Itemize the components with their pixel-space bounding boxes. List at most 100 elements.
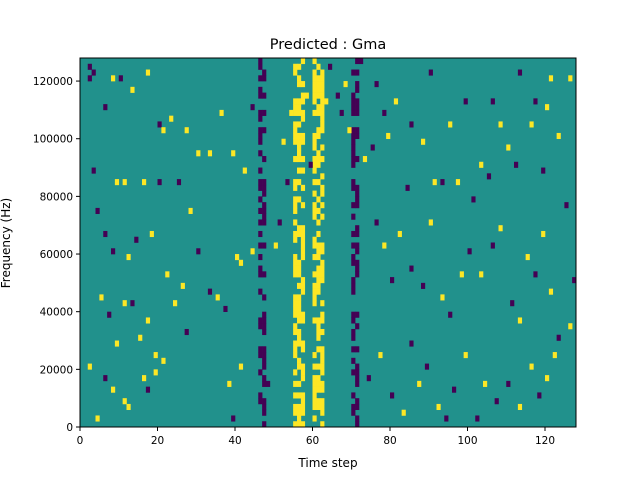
heatmap-cell <box>506 144 511 151</box>
heatmap-cell <box>231 415 236 422</box>
heatmap-cell <box>541 230 546 238</box>
heatmap-cell <box>258 207 263 214</box>
heatmap-cell <box>312 144 317 151</box>
heatmap-cell <box>320 409 325 416</box>
heatmap-cell <box>312 109 317 116</box>
heatmap-cell <box>498 121 503 128</box>
heatmap-cell <box>351 282 356 289</box>
heatmap-cell <box>320 242 325 249</box>
heatmap-cell <box>355 190 360 197</box>
heatmap-cell <box>316 398 321 405</box>
heatmap-cell <box>378 352 383 359</box>
heatmap-cell <box>351 392 356 399</box>
heatmap-cell <box>355 202 360 209</box>
heatmap-cell <box>293 230 298 238</box>
heatmap-cell <box>297 403 302 411</box>
heatmap-cell <box>316 282 321 289</box>
heatmap-cell <box>262 179 267 186</box>
heatmap-cell <box>169 115 174 122</box>
heatmap-cell <box>258 317 263 324</box>
heatmap-cell <box>262 403 267 411</box>
heatmap-cell <box>355 346 360 353</box>
heatmap-cell <box>320 259 325 266</box>
heatmap-cell <box>366 375 371 382</box>
heatmap-cell <box>320 311 325 318</box>
heatmap-cell <box>351 127 356 134</box>
heatmap-cell <box>351 346 356 353</box>
heatmap-cell <box>351 138 356 145</box>
heatmap-cell <box>351 254 356 261</box>
heatmap-cell <box>149 230 154 238</box>
heatmap-cell <box>126 403 131 411</box>
heatmap-cell <box>351 202 356 209</box>
heatmap-cell <box>537 392 542 399</box>
heatmap-cell <box>545 375 550 382</box>
chart-title: Predicted : Gma <box>270 37 386 53</box>
heatmap-cell <box>293 196 298 203</box>
heatmap-cell <box>161 357 166 364</box>
heatmap-cell <box>320 248 325 255</box>
heatmap-cell <box>568 323 573 330</box>
heatmap-cell <box>293 305 298 312</box>
heatmap-cell <box>355 248 360 255</box>
heatmap-cell <box>297 138 302 145</box>
heatmap-cell <box>517 317 523 324</box>
heatmap-cell <box>293 328 298 336</box>
heatmap-cell <box>312 317 317 324</box>
heatmap-cell <box>107 311 112 318</box>
heatmap-cell <box>258 323 263 330</box>
heatmap-cell <box>258 109 263 116</box>
heatmap-cell <box>297 109 302 116</box>
heatmap-cell <box>262 75 267 82</box>
heatmap-cell <box>258 352 263 359</box>
heatmap-cell <box>320 115 325 122</box>
heatmap-cell <box>95 207 100 214</box>
heatmap-cell <box>572 277 577 284</box>
heatmap-cell <box>157 179 162 186</box>
heatmap-cell <box>297 415 302 422</box>
heatmap-cell <box>300 202 306 209</box>
heatmap-cell <box>444 415 449 422</box>
heatmap-cell <box>463 98 468 105</box>
heatmap-cell <box>568 75 573 82</box>
heatmap-cell <box>300 184 306 191</box>
heatmap-cell <box>486 173 492 180</box>
heatmap-cell <box>316 328 321 336</box>
heatmap-cell <box>351 132 356 140</box>
heatmap-cell <box>258 167 263 174</box>
heatmap-cell <box>262 156 267 163</box>
heatmap-cell <box>134 236 139 243</box>
heatmap-cell <box>312 98 317 105</box>
heatmap-cell <box>316 288 321 295</box>
heatmap-cell <box>390 392 395 399</box>
heatmap-cell <box>355 323 360 330</box>
heatmap-cell <box>312 213 317 220</box>
heatmap-cell <box>355 184 360 191</box>
heatmap-cell <box>293 179 298 186</box>
heatmap-cell <box>297 150 302 157</box>
heatmap-cell <box>300 230 306 238</box>
heatmap-cell <box>370 144 375 151</box>
heatmap-cell <box>320 421 325 428</box>
heatmap-cell <box>467 248 472 255</box>
heatmap-cell <box>312 282 317 289</box>
y-tick-label: 20000 <box>40 364 73 376</box>
heatmap-cell <box>297 392 302 399</box>
heatmap-cell <box>297 421 302 428</box>
heatmap-cell <box>517 403 523 411</box>
heatmap-cell <box>258 138 263 145</box>
heatmap-cell <box>320 403 325 411</box>
heatmap-cell <box>258 346 263 353</box>
heatmap-cell <box>355 311 360 318</box>
heatmap-cell <box>297 409 302 416</box>
heatmap-cell <box>300 403 306 411</box>
heatmap-cells <box>87 58 577 428</box>
heatmap-cell <box>514 161 519 168</box>
heatmap-cell <box>281 138 286 145</box>
heatmap-cell <box>91 69 96 76</box>
heatmap-cell <box>421 282 426 289</box>
heatmap-cell <box>316 156 321 163</box>
heatmap-cell <box>258 392 263 399</box>
x-axis: 0 20 40 60 80 100 120 <box>77 427 555 447</box>
heatmap-cell <box>196 150 201 157</box>
